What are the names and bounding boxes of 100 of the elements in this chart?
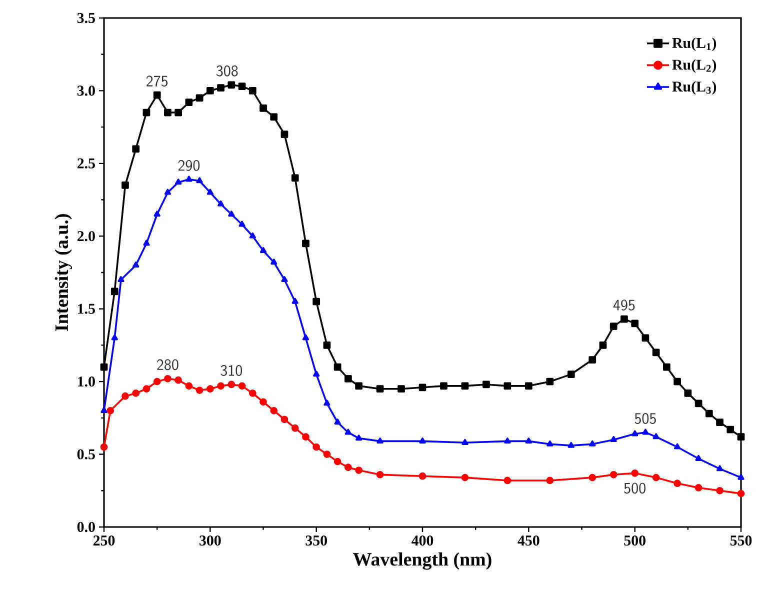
point [355, 466, 362, 474]
point [132, 145, 140, 153]
point [122, 182, 129, 189]
point [238, 82, 246, 90]
point [106, 406, 114, 414]
point [238, 220, 246, 227]
point [567, 370, 575, 378]
legend-label: Ru(L$_{3}$) [672, 81, 716, 95]
point [716, 418, 724, 426]
point [344, 374, 352, 382]
point [334, 363, 342, 371]
point [344, 464, 352, 472]
point [174, 376, 182, 384]
point [174, 108, 182, 116]
point [228, 210, 235, 217]
point [260, 246, 267, 253]
point [568, 442, 574, 448]
y-tick-label: 0.0 [77, 522, 95, 532]
point [334, 458, 342, 466]
y-tick-label: 1.5 [78, 304, 95, 314]
point [355, 434, 362, 441]
x-tick-label: 550 [730, 536, 752, 546]
annotation: 280 [157, 359, 178, 370]
point [280, 130, 288, 138]
point [312, 443, 320, 451]
point [398, 385, 405, 393]
point [281, 276, 288, 282]
point [334, 418, 341, 425]
point [344, 428, 352, 435]
point [652, 474, 660, 482]
legend-label: Ru(L$_{2}$) [672, 59, 716, 73]
point [238, 382, 246, 390]
point [110, 288, 118, 296]
x-tick-label: 400 [412, 536, 434, 546]
point [376, 470, 384, 478]
point [610, 322, 618, 330]
point [674, 443, 681, 450]
point [652, 348, 660, 356]
legend-label: Ru(L$_{1}$) [672, 37, 716, 52]
x-axis-title: Wavelength (nm) [353, 552, 492, 570]
point [323, 450, 331, 458]
point [217, 382, 224, 390]
point [642, 428, 649, 435]
point [100, 443, 108, 451]
point [280, 416, 288, 424]
point [118, 276, 124, 282]
point [599, 342, 607, 349]
point [418, 384, 426, 392]
point [142, 385, 150, 393]
y-tick-label: 3.0 [77, 86, 95, 96]
point [716, 486, 724, 494]
point [620, 315, 628, 323]
point [154, 210, 160, 217]
point [610, 470, 618, 478]
point [324, 400, 330, 406]
point [185, 98, 193, 106]
point [228, 81, 236, 89]
point [132, 390, 140, 397]
point [185, 382, 193, 390]
annotation: 275 [146, 76, 168, 87]
y-tick-label: 1.0 [78, 376, 95, 387]
point [260, 398, 267, 406]
point [291, 424, 299, 432]
y-tick-label: 3.5 [77, 12, 95, 24]
point [132, 262, 140, 268]
point [737, 490, 745, 498]
point [270, 258, 278, 265]
point [313, 370, 320, 377]
point [228, 380, 236, 388]
point [461, 382, 469, 390]
point [100, 406, 108, 413]
point [323, 342, 331, 349]
y-tick-label: 2.5 [77, 158, 95, 168]
annotation: 310 [220, 365, 242, 376]
point [100, 363, 108, 371]
point [695, 454, 702, 461]
point [631, 320, 639, 328]
point [142, 108, 150, 116]
point [270, 113, 278, 121]
point [302, 433, 310, 441]
point [694, 400, 702, 408]
annotation: 500 [624, 482, 646, 494]
point [546, 378, 554, 386]
point [589, 440, 596, 446]
point [482, 380, 490, 388]
point [153, 378, 161, 386]
point [164, 188, 172, 195]
point [355, 382, 362, 390]
point [419, 438, 426, 444]
point [737, 433, 745, 441]
point [610, 436, 617, 442]
point [504, 382, 512, 390]
annotation: 495 [613, 300, 635, 311]
point [674, 480, 681, 488]
point [663, 363, 670, 371]
y-tick-label: 2.0 [77, 231, 95, 242]
point [546, 440, 554, 446]
point [631, 470, 639, 477]
point [504, 476, 512, 484]
point [440, 382, 448, 390]
